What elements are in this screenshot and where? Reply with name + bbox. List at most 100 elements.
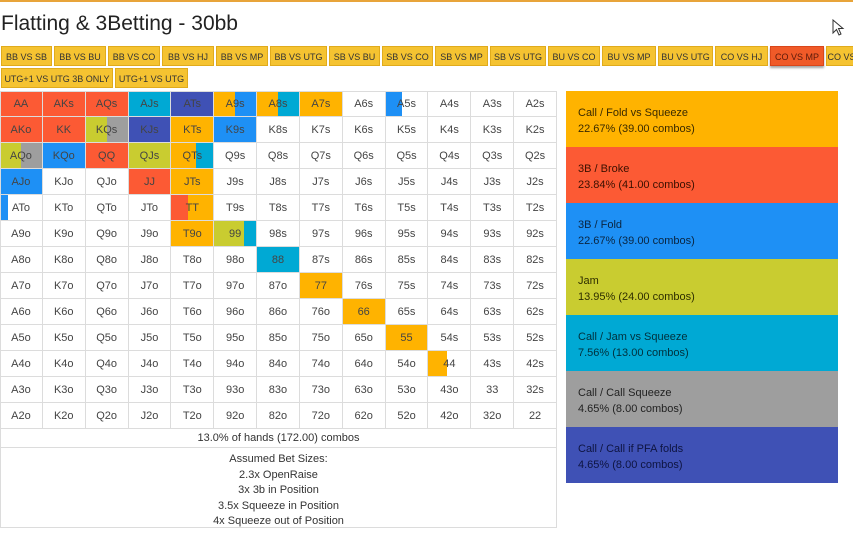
hand-cell-q4o[interactable]: Q4o	[85, 351, 129, 377]
hand-cell-94s[interactable]: 94s	[428, 221, 472, 247]
hand-cell-87o[interactable]: 87o	[257, 273, 300, 299]
hand-cell-aqo[interactable]: AQo	[0, 143, 43, 169]
hand-cell-kjs[interactable]: KJs	[128, 117, 172, 143]
hand-cell-a9o[interactable]: A9o	[0, 221, 43, 247]
hand-cell-j9o[interactable]: J9o	[128, 221, 172, 247]
hand-cell-k8o[interactable]: K8o	[42, 247, 86, 273]
hand-cell-43o[interactable]: 43o	[428, 377, 472, 403]
hand-cell-64s[interactable]: 64s	[428, 299, 472, 325]
hand-cell-74s[interactable]: 74s	[428, 273, 472, 299]
hand-cell-kqs[interactable]: KQs	[85, 117, 129, 143]
hand-cell-j9s[interactable]: J9s	[214, 169, 258, 195]
hand-cell-65s[interactable]: 65s	[385, 299, 429, 325]
tab-bb-vs-sb[interactable]: BB VS SB	[1, 46, 52, 66]
hand-cell-a4s[interactable]: A4s	[428, 91, 472, 117]
hand-cell-k6o[interactable]: K6o	[42, 299, 86, 325]
hand-cell-ako[interactable]: AKo	[0, 117, 43, 143]
hand-cell-k2o[interactable]: K2o	[42, 403, 86, 429]
hand-cell-44[interactable]: 44	[428, 351, 472, 377]
hand-cell-t6s[interactable]: T6s	[342, 195, 386, 221]
hand-cell-qts[interactable]: QTs	[171, 143, 215, 169]
hand-cell-a9s[interactable]: A9s	[214, 91, 258, 117]
tab-bb-vs-hj[interactable]: BB VS HJ	[162, 46, 214, 66]
hand-cell-32o[interactable]: 32o	[471, 403, 515, 429]
hand-cell-t8s[interactable]: T8s	[257, 195, 300, 221]
hand-cell-ajs[interactable]: AJs	[128, 91, 172, 117]
hand-cell-85s[interactable]: 85s	[385, 247, 429, 273]
hand-cell-83o[interactable]: 83o	[257, 377, 300, 403]
hand-cell-52o[interactable]: 52o	[385, 403, 429, 429]
hand-cell-a3s[interactable]: A3s	[471, 91, 515, 117]
hand-cell-74o[interactable]: 74o	[299, 351, 343, 377]
tab-bu-vs-mp[interactable]: BU VS MP	[602, 46, 656, 66]
hand-cell-32s[interactable]: 32s	[514, 377, 557, 403]
hand-cell-t9s[interactable]: T9s	[214, 195, 258, 221]
hand-cell-75o[interactable]: 75o	[299, 325, 343, 351]
hand-cell-j2s[interactable]: J2s	[514, 169, 557, 195]
legend-item-call-call-if-pfa-folds[interactable]: Call / Call if PFA folds 4.65% (8.00 comb…	[566, 427, 838, 483]
hand-cell-ats[interactable]: ATs	[171, 91, 215, 117]
hand-cell-j8o[interactable]: J8o	[128, 247, 172, 273]
hand-cell-jto[interactable]: JTo	[128, 195, 172, 221]
hand-cell-76o[interactable]: 76o	[299, 299, 343, 325]
hand-cell-qq[interactable]: QQ	[85, 143, 129, 169]
hand-cell-j5s[interactable]: J5s	[385, 169, 429, 195]
hand-cell-54s[interactable]: 54s	[428, 325, 472, 351]
hand-cell-kk[interactable]: KK	[42, 117, 86, 143]
hand-cell-42s[interactable]: 42s	[514, 351, 557, 377]
hand-cell-kto[interactable]: KTo	[42, 195, 86, 221]
hand-cell-t6o[interactable]: T6o	[171, 299, 215, 325]
hand-cell-97s[interactable]: 97s	[299, 221, 343, 247]
hand-cell-a7o[interactable]: A7o	[0, 273, 43, 299]
hand-cell-84o[interactable]: 84o	[257, 351, 300, 377]
hand-cell-98s[interactable]: 98s	[257, 221, 300, 247]
hand-cell-qjo[interactable]: QJo	[85, 169, 129, 195]
hand-cell-j6o[interactable]: J6o	[128, 299, 172, 325]
hand-cell-q2o[interactable]: Q2o	[85, 403, 129, 429]
hand-cell-ajo[interactable]: AJo	[0, 169, 43, 195]
hand-cell-q4s[interactable]: Q4s	[428, 143, 472, 169]
hand-cell-96s[interactable]: 96s	[342, 221, 386, 247]
hand-cell-t2s[interactable]: T2s	[514, 195, 557, 221]
hand-cell-k9o[interactable]: K9o	[42, 221, 86, 247]
hand-cell-33[interactable]: 33	[471, 377, 515, 403]
tab-utg-1-vs-utg[interactable]: UTG+1 VS UTG	[115, 68, 188, 88]
hand-cell-j6s[interactable]: J6s	[342, 169, 386, 195]
hand-cell-86s[interactable]: 86s	[342, 247, 386, 273]
hand-cell-a6s[interactable]: A6s	[342, 91, 386, 117]
hand-cell-j4s[interactable]: J4s	[428, 169, 472, 195]
hand-cell-t7o[interactable]: T7o	[171, 273, 215, 299]
tab-bb-vs-co[interactable]: BB VS CO	[108, 46, 160, 66]
hand-cell-62s[interactable]: 62s	[514, 299, 557, 325]
hand-cell-aks[interactable]: AKs	[42, 91, 86, 117]
hand-cell-q2s[interactable]: Q2s	[514, 143, 557, 169]
hand-cell-88[interactable]: 88	[257, 247, 300, 273]
hand-cell-99[interactable]: 99	[214, 221, 258, 247]
tab-bu-vs-co[interactable]: BU VS CO	[548, 46, 600, 66]
hand-cell-86o[interactable]: 86o	[257, 299, 300, 325]
hand-cell-95s[interactable]: 95s	[385, 221, 429, 247]
hand-cell-93s[interactable]: 93s	[471, 221, 515, 247]
hand-cell-k7s[interactable]: K7s	[299, 117, 343, 143]
tab-sb-vs-bu[interactable]: SB VS BU	[329, 46, 380, 66]
hand-cell-82s[interactable]: 82s	[514, 247, 557, 273]
hand-cell-72s[interactable]: 72s	[514, 273, 557, 299]
hand-cell-a5o[interactable]: A5o	[0, 325, 43, 351]
hand-cell-tt[interactable]: TT	[171, 195, 215, 221]
legend-item-3b-broke[interactable]: 3B / Broke 23.84% (41.00 combos)	[566, 147, 838, 203]
tab-sb-vs-mp[interactable]: SB VS MP	[435, 46, 488, 66]
hand-cell-85o[interactable]: 85o	[257, 325, 300, 351]
hand-cell-43s[interactable]: 43s	[471, 351, 515, 377]
hand-cell-kqo[interactable]: KQo	[42, 143, 86, 169]
hand-cell-64o[interactable]: 64o	[342, 351, 386, 377]
hand-cell-87s[interactable]: 87s	[299, 247, 343, 273]
hand-cell-63o[interactable]: 63o	[342, 377, 386, 403]
hand-cell-j3s[interactable]: J3s	[471, 169, 515, 195]
hand-cell-aa[interactable]: AA	[0, 91, 43, 117]
hand-cell-t9o[interactable]: T9o	[171, 221, 215, 247]
hand-cell-73s[interactable]: 73s	[471, 273, 515, 299]
legend-item-call-jam-vs-squeeze[interactable]: Call / Jam vs Squeeze 7.56% (13.00 combos…	[566, 315, 838, 371]
tab-utg-1-vs-utg-3b-only[interactable]: UTG+1 VS UTG 3B ONLY	[1, 68, 113, 88]
hand-cell-q3s[interactable]: Q3s	[471, 143, 515, 169]
hand-cell-jts[interactable]: JTs	[171, 169, 215, 195]
